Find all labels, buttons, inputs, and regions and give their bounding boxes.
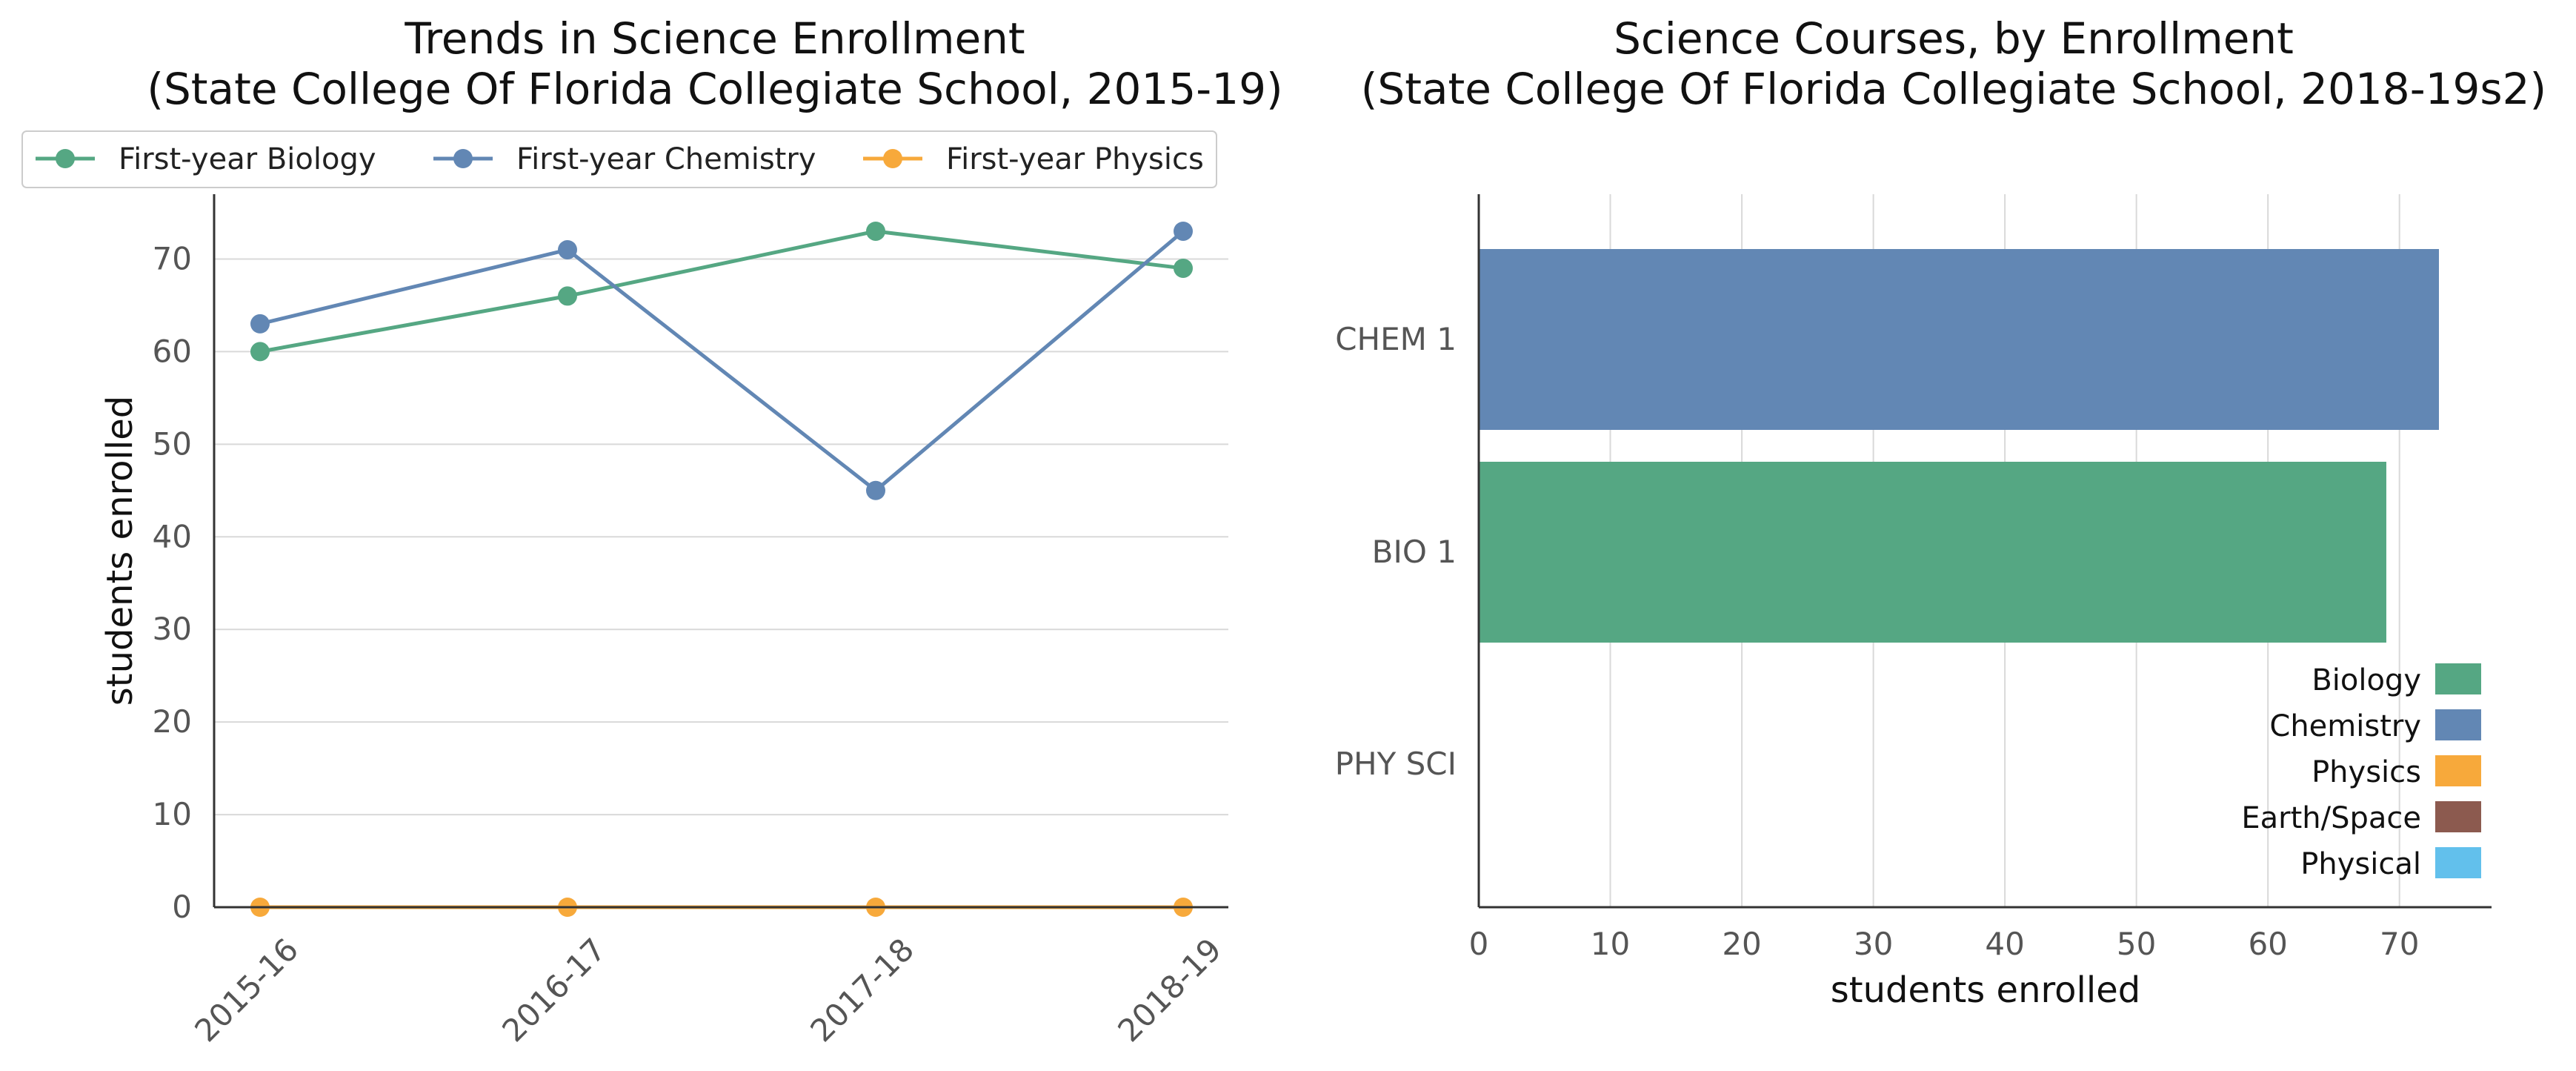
bar-chem-1: [1479, 249, 2439, 430]
right-x-axis-label: students enrolled: [1831, 969, 2140, 1011]
legend-label-biology: Biology: [2312, 663, 2421, 697]
right-x-tick-0: 0: [1469, 926, 1489, 962]
category-label-bio-1: BIO 1: [1372, 534, 1457, 570]
left-gridlines: [214, 258, 1228, 816]
left-y-tick-30: 30: [153, 611, 192, 647]
right-bars: [1479, 249, 2439, 643]
legend-label-physics: Physics: [2312, 755, 2421, 789]
point-first-year-chemistry-2017-18: [866, 480, 885, 500]
left-x-tick-2018-19: 2018-19: [1111, 931, 1228, 1049]
right-legend: Biology Chemistry Physics Earth/Space Physic…: [2241, 663, 2481, 881]
left-x-tick-labels: 2015-16 2016-17 2017-18 2018-19: [187, 907, 1228, 1049]
legend-label-first-year-chemistry: First-year Chemistry: [516, 142, 816, 176]
legend-swatch-earth-space: [2435, 801, 2481, 832]
left-legend-frame: [21, 130, 1217, 188]
series-line-first-year-biology: [259, 229, 1184, 354]
point-first-year-biology-2017-18: [866, 221, 885, 241]
left-y-tick-0: 0: [172, 889, 192, 925]
left-y-tick-50: 50: [153, 425, 192, 462]
left-x-tick-2015-16: 2015-16: [187, 931, 305, 1049]
left-chart-subtitle: (State College Of Florida Collegiate Sch…: [147, 64, 1282, 114]
left-y-axis-label: students enrolled: [99, 396, 141, 706]
legend-label-physical: Physical: [2300, 847, 2421, 881]
legend-swatch-chemistry: [2435, 709, 2481, 740]
left-series-lines: [250, 221, 1193, 917]
right-chart-subtitle: (State College Of Florida Collegiate Sch…: [1361, 64, 2546, 114]
legend-label-earth-space: Earth/Space: [2241, 801, 2421, 835]
bar-chart-courses-by-enrollment: Science Courses, by Enrollment (State Co…: [1335, 13, 2546, 1011]
point-first-year-biology-2015-16: [250, 342, 270, 362]
left-y-tick-10: 10: [153, 796, 192, 832]
legend-marker-first-year-physics: [883, 149, 902, 168]
legend-swatch-biology: [2435, 663, 2481, 694]
right-x-tick-60: 60: [2248, 926, 2287, 962]
legend-label-first-year-physics: First-year Physics: [946, 142, 1204, 176]
bar-bio-1: [1479, 462, 2386, 643]
point-first-year-chemistry-2016-17: [558, 239, 577, 259]
left-y-tick-labels: 0 10 20 30 40 50 60 70: [153, 240, 192, 925]
legend-swatch-physics: [2435, 755, 2481, 786]
point-first-year-biology-2018-19: [1174, 258, 1193, 278]
right-x-tick-40: 40: [1985, 926, 2024, 962]
point-first-year-chemistry-2018-19: [1174, 221, 1193, 241]
right-x-tick-10: 10: [1591, 926, 1630, 962]
left-x-tick-2016-17: 2016-17: [495, 931, 613, 1049]
line-chart-enrollment-trends: Trends in Science Enrollment (State Coll…: [21, 13, 1283, 1049]
point-first-year-biology-2016-17: [558, 286, 577, 306]
right-x-tick-70: 70: [2380, 926, 2419, 962]
right-category-labels: CHEM 1 BIO 1 PHY SCI: [1335, 321, 1457, 782]
left-y-tick-40: 40: [153, 518, 192, 554]
left-legend: First-year Biology First-year Chemistry Fi…: [21, 130, 1217, 188]
left-x-tick-2017-18: 2017-18: [803, 931, 921, 1049]
left-y-tick-20: 20: [153, 703, 192, 740]
right-x-tick-30: 30: [1854, 926, 1893, 962]
right-x-tick-labels: 0 10 20 30 40 50 60 70: [1469, 926, 2420, 962]
right-x-tick-20: 20: [1722, 926, 1761, 962]
category-label-phy-sci: PHY SCI: [1335, 746, 1457, 782]
legend-swatch-physical: [2435, 847, 2481, 878]
legend-marker-first-year-biology: [56, 149, 75, 168]
legend-label-chemistry: Chemistry: [2269, 709, 2421, 743]
legend-marker-first-year-chemistry: [453, 149, 473, 168]
left-chart-title: Trends in Science Enrollment: [404, 13, 1025, 64]
right-x-tick-50: 50: [2117, 926, 2156, 962]
left-y-tick-70: 70: [153, 240, 192, 276]
legend-label-first-year-biology: First-year Biology: [119, 142, 376, 176]
point-first-year-chemistry-2015-16: [250, 314, 270, 334]
series-line-first-year-chemistry: [259, 230, 1185, 493]
right-chart-title: Science Courses, by Enrollment: [1614, 13, 2294, 64]
left-y-tick-60: 60: [153, 333, 192, 369]
category-label-chem-1: CHEM 1: [1335, 321, 1457, 357]
